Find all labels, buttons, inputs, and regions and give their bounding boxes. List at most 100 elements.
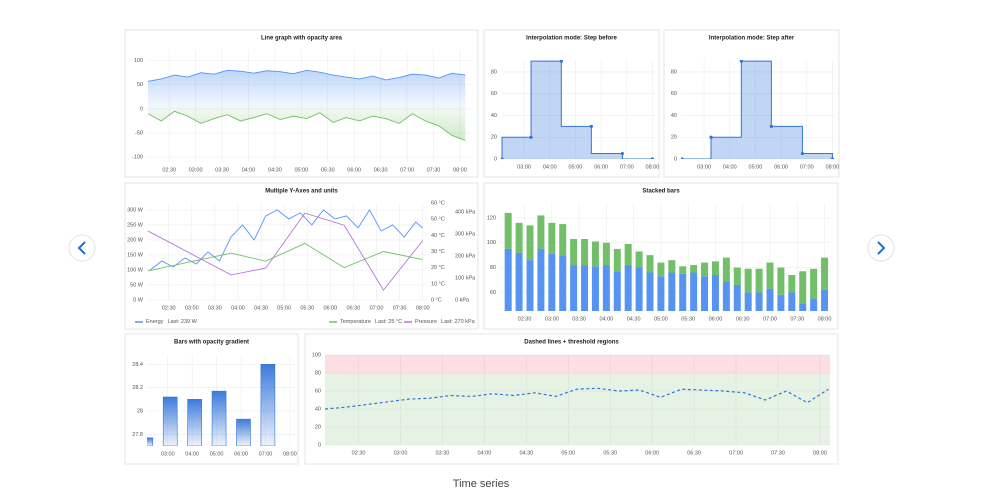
bar-segment <box>515 252 523 311</box>
x-tick-label: 03:00 <box>517 164 531 170</box>
chevron-left[interactable] <box>77 241 86 255</box>
bar <box>260 364 276 446</box>
step-line <box>682 60 833 159</box>
series-line <box>147 212 424 291</box>
x-tick-label: 04:00 <box>599 316 613 322</box>
y-tick-label: 400 kPa <box>455 209 476 215</box>
x-tick-label: 06:30 <box>347 305 361 311</box>
bar-segment <box>733 284 741 311</box>
x-tick-label: 06:30 <box>736 316 750 322</box>
x-tick-label: 06:00 <box>594 164 608 170</box>
y-tick-label: 20 <box>491 135 497 141</box>
x-tick-label: 07:00 <box>259 451 273 457</box>
button-circle[interactable] <box>68 234 96 262</box>
y-tick-label: 60 <box>490 290 496 296</box>
y-tick-label: 120 <box>487 215 496 221</box>
point <box>650 157 655 159</box>
bar-segment <box>602 265 610 311</box>
x-tick-label: 03:00 <box>394 450 408 456</box>
bar-segment <box>810 268 818 299</box>
x-tick-label: 08:00 <box>416 305 430 311</box>
bar-segment <box>646 255 654 273</box>
x-tick-label: 08:00 <box>818 316 832 322</box>
y-tick-label: 20 <box>671 135 677 141</box>
legend-name: Energy <box>146 319 164 325</box>
panel-title: Dashed lines + threshold regions <box>524 340 619 346</box>
next-button[interactable] <box>867 234 895 262</box>
bar-segment <box>635 267 643 311</box>
x-tick-label: 06:00 <box>234 451 248 457</box>
point <box>800 151 805 156</box>
y-tick-label: 50 °C <box>431 217 445 223</box>
y-tick-label: -100 <box>132 155 143 161</box>
x-tick-label: 05:30 <box>321 167 335 173</box>
x-tick-label: 04:00 <box>185 451 199 457</box>
x-tick-label: 05:00 <box>654 316 668 322</box>
bar-segment <box>613 248 621 272</box>
legend-name: Pressure <box>415 319 437 325</box>
legend-name: Temperature <box>340 319 371 325</box>
bar-segment <box>570 265 578 311</box>
caption: Time series <box>453 478 510 490</box>
plot <box>681 60 835 159</box>
bar-segment <box>711 275 719 311</box>
y-tick-label: 28.2 <box>132 385 143 391</box>
bar-segment <box>624 265 632 311</box>
x-tick-label: 05:30 <box>300 305 314 311</box>
x-tick-label: 07:00 <box>400 167 414 173</box>
panel <box>663 29 840 178</box>
x-tick-label: 03:00 <box>545 316 559 322</box>
x-tick-label: 04:00 <box>478 450 492 456</box>
y-tick-label: 100 W <box>127 267 144 273</box>
threshold-region <box>325 355 830 373</box>
bar-segment <box>744 268 752 293</box>
button-circle[interactable] <box>867 234 895 262</box>
x-tick-label: 06:30 <box>374 167 388 173</box>
plot <box>147 209 424 291</box>
y-tick-label: 300 kPa <box>455 231 476 237</box>
y-tick-label: 80 <box>671 69 677 75</box>
chevron-right[interactable] <box>877 241 886 255</box>
x-tick-label: 04:30 <box>627 316 641 322</box>
series-line <box>325 387 829 410</box>
prev-button[interactable] <box>68 234 96 262</box>
x-tick-label: 08:00 <box>813 450 827 456</box>
series-line <box>147 242 423 272</box>
x-tick-label: 05:00 <box>569 164 583 170</box>
bar-segment <box>810 298 818 311</box>
bar-segment <box>591 266 599 311</box>
bar <box>211 390 227 446</box>
bar-segment <box>701 262 709 277</box>
bar-segment <box>821 289 829 311</box>
legend-entry: Energy Last: 239 W <box>146 319 198 325</box>
point <box>589 124 593 128</box>
y-tick-label: 30 °C <box>431 249 445 255</box>
panel-title: Interpolation mode: Step after <box>709 36 795 42</box>
y-tick-label: 80 <box>490 265 496 271</box>
x-tick-label: 03:00 <box>697 164 711 170</box>
bar-segment <box>526 225 534 261</box>
x-tick-label: 07:00 <box>763 316 777 322</box>
point <box>830 157 835 159</box>
y-tick-label: 200 W <box>127 237 144 243</box>
bar-segment <box>722 281 730 311</box>
y-tick-label: 28.4 <box>132 362 143 368</box>
x-tick-label: 06:00 <box>347 167 361 173</box>
x-tick-label: 07:00 <box>370 305 384 311</box>
bar-segment <box>690 272 698 311</box>
y-tick-label: -50 <box>135 130 143 136</box>
y-tick-label: 100 <box>134 58 143 64</box>
bar-segment <box>581 265 589 311</box>
x-tick-label: 06:00 <box>323 305 337 311</box>
y-tick-label: 60 <box>671 91 677 97</box>
series-area <box>148 108 466 141</box>
bar-segment <box>799 303 807 311</box>
bar-segment <box>711 261 719 275</box>
plot <box>504 212 829 311</box>
y-tick-label: 20 °C <box>431 265 445 271</box>
x-tick-label: 06:00 <box>774 164 788 170</box>
y-tick-label: 50 W <box>130 282 144 288</box>
bar <box>236 418 251 446</box>
bar-segment <box>646 272 654 311</box>
